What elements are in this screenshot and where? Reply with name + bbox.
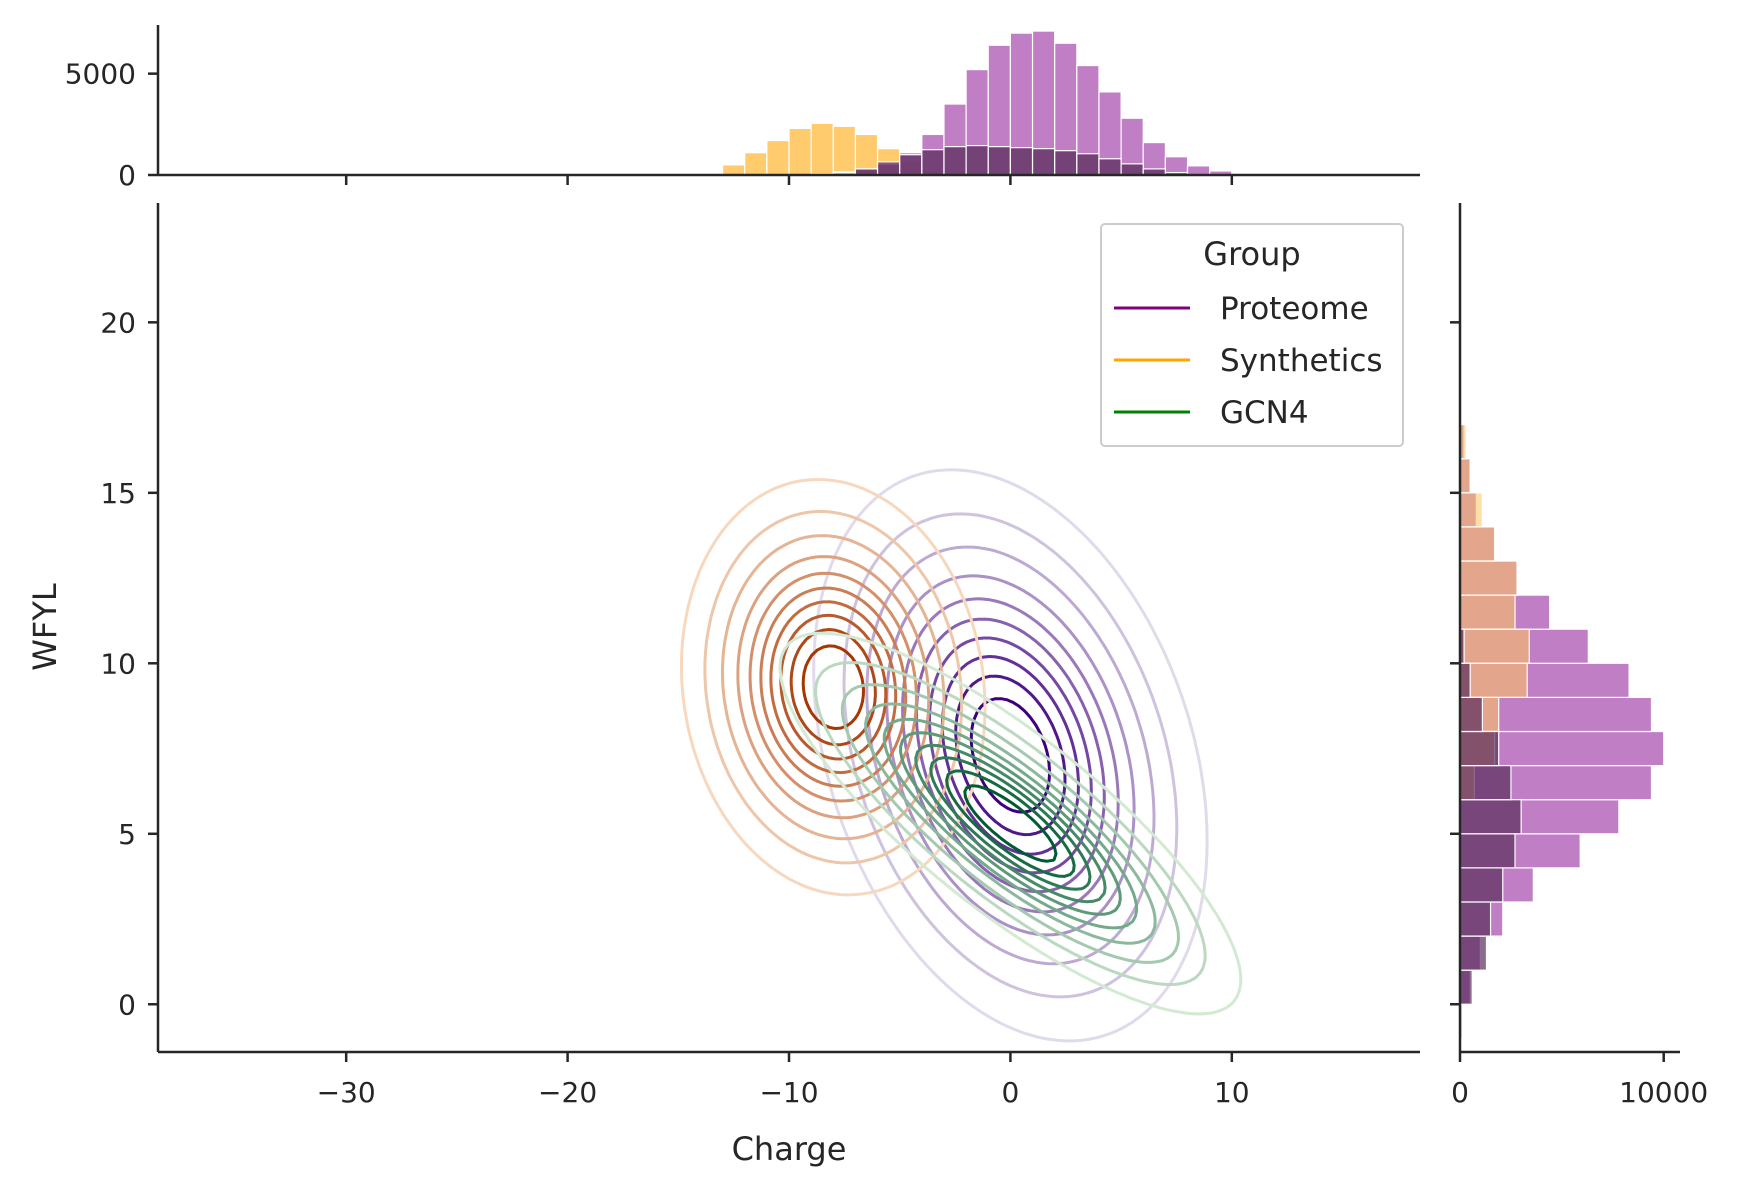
legend-entry-gcn4: GCN4 bbox=[1114, 395, 1309, 431]
kde-contour-line bbox=[812, 468, 1209, 1043]
top-y-tick-label: 0 bbox=[118, 159, 136, 192]
legend-title: Group bbox=[1203, 235, 1300, 273]
right-hist-bar-gcn4 bbox=[1459, 867, 1504, 903]
top-hist-bar-gcn4 bbox=[943, 146, 967, 176]
kde-contour-line bbox=[778, 631, 1243, 1016]
kde-contour-line bbox=[864, 702, 1157, 945]
kde-contour-line bbox=[779, 613, 888, 761]
x-tick-label: 0 bbox=[1001, 1076, 1019, 1109]
right-hist-bar-synthetics bbox=[1459, 492, 1484, 528]
x-tick-label: −20 bbox=[538, 1076, 597, 1109]
legend-label-proteome: Proteome bbox=[1220, 291, 1369, 327]
top-hist-bar-gcn4 bbox=[1031, 148, 1056, 176]
main-axes: −30 −20 −10 0 10 0 5 10 15 20 bbox=[100, 203, 1420, 1109]
top-hist-bar-gcn4 bbox=[921, 149, 945, 176]
kde-contour-line bbox=[963, 784, 1058, 863]
legend-entry-proteome: Proteome bbox=[1114, 291, 1369, 327]
y-tick-label: 20 bbox=[100, 306, 136, 339]
kde-contour-line bbox=[929, 756, 1092, 891]
right-hist-bar-synthetics bbox=[1459, 560, 1518, 596]
right-x-tick-label: 10000 bbox=[1619, 1076, 1708, 1109]
right-hist-bar-gcn4 bbox=[1459, 969, 1473, 1005]
top-hist-bar-proteome bbox=[1186, 165, 1211, 176]
legend-frame bbox=[1100, 223, 1404, 447]
right-hist-bar-gcn4 bbox=[1459, 833, 1516, 869]
right-hist-bar-synthetics bbox=[1459, 458, 1471, 494]
right-hist-bar-gcn4 bbox=[1459, 662, 1471, 698]
kde-proteome bbox=[812, 468, 1209, 1043]
top-hist-bar-synthetics bbox=[810, 122, 834, 176]
kde-contour-line bbox=[914, 743, 1107, 904]
y-tick-label: 15 bbox=[100, 477, 136, 510]
x-tick-label: 10 bbox=[1214, 1076, 1250, 1109]
kde-contour-line bbox=[899, 731, 1122, 916]
kde-contour-line bbox=[703, 510, 964, 865]
top-hist-bar-gcn4 bbox=[876, 161, 901, 176]
top-hist-bar-synthetics bbox=[832, 125, 857, 176]
kde-contour-line bbox=[736, 555, 931, 820]
kde-contour-line bbox=[759, 586, 908, 788]
main-plot: −30 −20 −10 0 10 0 5 10 15 20 Charge WFYL bbox=[26, 203, 1420, 1168]
right-hist-bar-gcn4 bbox=[1459, 730, 1500, 767]
top-hist-bar-gcn4 bbox=[987, 146, 1012, 176]
right-hist-bar-gcn4 bbox=[1459, 935, 1488, 971]
y-tick-label: 10 bbox=[100, 647, 136, 680]
right-hist-bar-gcn4 bbox=[1459, 901, 1492, 937]
top-hist-bar-synthetics bbox=[721, 164, 746, 176]
right-hist-bar-synthetics bbox=[1459, 662, 1528, 698]
top-marginal-histogram: 0 5000 bbox=[65, 25, 1420, 192]
top-hist-bar-gcn4 bbox=[965, 145, 989, 176]
kde-contour-line bbox=[840, 683, 1180, 964]
kde-contour-line bbox=[769, 600, 898, 775]
top-hist-bar-gcn4 bbox=[1009, 147, 1034, 176]
x-axis-label: Charge bbox=[732, 1130, 847, 1168]
y-tick-label: 5 bbox=[118, 818, 136, 851]
kde-synthetics bbox=[680, 478, 987, 897]
kde-gcn4 bbox=[778, 631, 1243, 1016]
top-hist-bar-gcn4 bbox=[1076, 153, 1100, 176]
kde-contour-line bbox=[814, 661, 1207, 986]
top-hist-bar-synthetics bbox=[788, 127, 812, 176]
right-hist-bar-synthetics bbox=[1459, 628, 1530, 664]
right-x-tick-label: 0 bbox=[1451, 1076, 1469, 1109]
legend-label-gcn4: GCN4 bbox=[1220, 395, 1309, 431]
right-hist-bar-synthetics bbox=[1459, 594, 1516, 630]
right-hist-bar-gcn4 bbox=[1459, 696, 1484, 733]
right-hist-bar-synthetics bbox=[1459, 526, 1496, 562]
kde-contour-line bbox=[901, 597, 1120, 914]
top-hist-bar-gcn4 bbox=[899, 154, 923, 176]
right-marginal-histogram: 0 10000 bbox=[1450, 203, 1708, 1109]
top-hist-bar-gcn4 bbox=[1054, 150, 1078, 176]
top-hist-bar-synthetics bbox=[744, 152, 768, 176]
x-tick-label: −10 bbox=[759, 1076, 818, 1109]
legend-entry-synthetics: Synthetics bbox=[1114, 343, 1383, 379]
right-hist-bar-gcn4 bbox=[1459, 799, 1522, 835]
right-hist-bar-gcn4 bbox=[1459, 764, 1512, 801]
top-hist-bar-gcn4 bbox=[1120, 163, 1144, 176]
legend: Group Proteome Synthetics GCN4 bbox=[1100, 223, 1404, 447]
y-axis-label: WFYL bbox=[26, 583, 64, 671]
kde-contour-line bbox=[680, 478, 987, 897]
legend-label-synthetics: Synthetics bbox=[1220, 343, 1383, 379]
top-hist-bar-gcn4 bbox=[1098, 158, 1122, 176]
x-tick-label: −30 bbox=[317, 1076, 376, 1109]
top-y-tick-label: 5000 bbox=[65, 58, 136, 91]
top-hist-bar-synthetics bbox=[766, 139, 790, 176]
kde-contour-line bbox=[882, 717, 1139, 930]
y-tick-label: 0 bbox=[118, 988, 136, 1021]
kde-contour-line bbox=[954, 674, 1067, 837]
kde-contour-line bbox=[945, 769, 1076, 878]
kde-contours bbox=[680, 468, 1243, 1043]
